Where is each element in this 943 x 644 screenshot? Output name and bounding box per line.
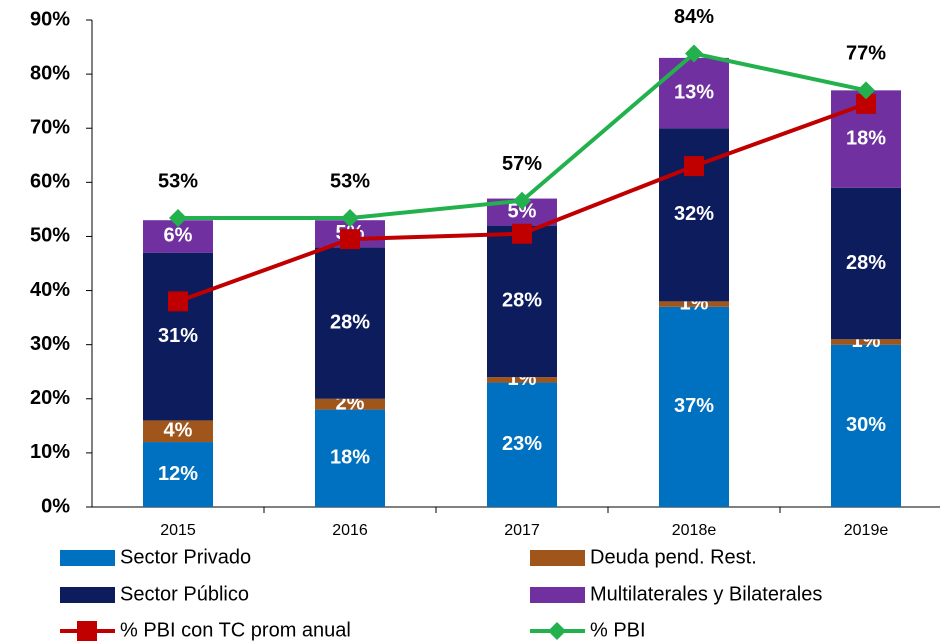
bar-label: 12%: [158, 463, 198, 485]
bar-label: 5%: [508, 200, 537, 222]
legend-swatch: [530, 550, 585, 566]
line-marker: [684, 156, 704, 177]
legend-label: Multilaterales y Bilaterales: [590, 583, 822, 605]
bar-segment: [831, 344, 901, 507]
legend-label: Sector Privado: [120, 546, 251, 568]
x-tick-label: 2018e: [672, 522, 717, 539]
line-marker: [856, 93, 876, 114]
y-tick-label: 60%: [30, 171, 70, 193]
line-label: 84%: [674, 6, 714, 28]
line-label: 57%: [502, 153, 542, 175]
legend-label: Deuda pend. Rest.: [590, 546, 757, 568]
legend-swatch: [60, 587, 115, 603]
line-marker: [341, 209, 359, 228]
y-tick-label: 90%: [30, 8, 70, 30]
bar-segment: [143, 420, 213, 443]
legend-label: Sector Público: [120, 583, 249, 605]
bar-segment: [659, 306, 729, 507]
y-tick-label: 10%: [30, 441, 70, 463]
bar-label: 32%: [674, 203, 714, 225]
bar-label: 23%: [502, 433, 542, 455]
y-tick-label: 20%: [30, 387, 70, 409]
legend-label: % PBI: [590, 619, 646, 641]
bar-label: 28%: [846, 252, 886, 274]
line-marker: [168, 291, 188, 312]
bar-label: 28%: [502, 290, 542, 312]
line-marker: [685, 44, 703, 63]
x-tick-label: 2015: [160, 522, 196, 539]
bar-segment: [659, 57, 729, 129]
line-label: 53%: [330, 170, 370, 192]
legend-swatch: [530, 587, 585, 603]
bar-label: 18%: [330, 447, 370, 469]
bar-label: 37%: [674, 395, 714, 417]
bar-segment: [315, 409, 385, 507]
legend-label: % PBI con TC prom anual: [120, 619, 351, 641]
bar-segment: [315, 398, 385, 410]
line-marker: [512, 223, 532, 244]
bar-label: 31%: [158, 325, 198, 347]
bar-label: 6%: [164, 225, 193, 247]
y-tick-label: 70%: [30, 117, 70, 139]
y-tick-label: 80%: [30, 62, 70, 84]
bar-label: 18%: [846, 127, 886, 149]
legend-swatch: [60, 550, 115, 566]
bar-label: 28%: [330, 311, 370, 333]
line-marker: [513, 191, 531, 210]
legend-marker: [548, 622, 566, 640]
line-marker: [857, 81, 875, 100]
x-tick-label: 2016: [332, 522, 368, 539]
bar-segment: [659, 301, 729, 307]
y-tick-label: 0%: [41, 495, 70, 517]
bar-segment: [487, 225, 557, 378]
bar-segment: [487, 377, 557, 383]
bar-label: 4%: [164, 420, 193, 442]
x-tick-label: 2017: [504, 522, 540, 539]
x-tick-label: 2019e: [844, 522, 889, 539]
legend-marker: [77, 621, 97, 641]
line-marker: [340, 229, 360, 250]
y-tick-label: 40%: [30, 279, 70, 301]
bar-segment: [143, 252, 213, 421]
line-label: 77%: [846, 43, 886, 65]
line-marker: [169, 209, 187, 228]
bar-label: 13%: [674, 81, 714, 103]
y-tick-label: 30%: [30, 333, 70, 355]
bar-segment: [315, 247, 385, 399]
bar-label: 30%: [846, 414, 886, 436]
y-tick-label: 50%: [30, 225, 70, 247]
bar-segment: [143, 442, 213, 507]
bar-segment: [831, 187, 901, 340]
bar-segment: [831, 339, 901, 345]
bar-segment: [487, 382, 557, 507]
line-label: 53%: [158, 170, 198, 192]
